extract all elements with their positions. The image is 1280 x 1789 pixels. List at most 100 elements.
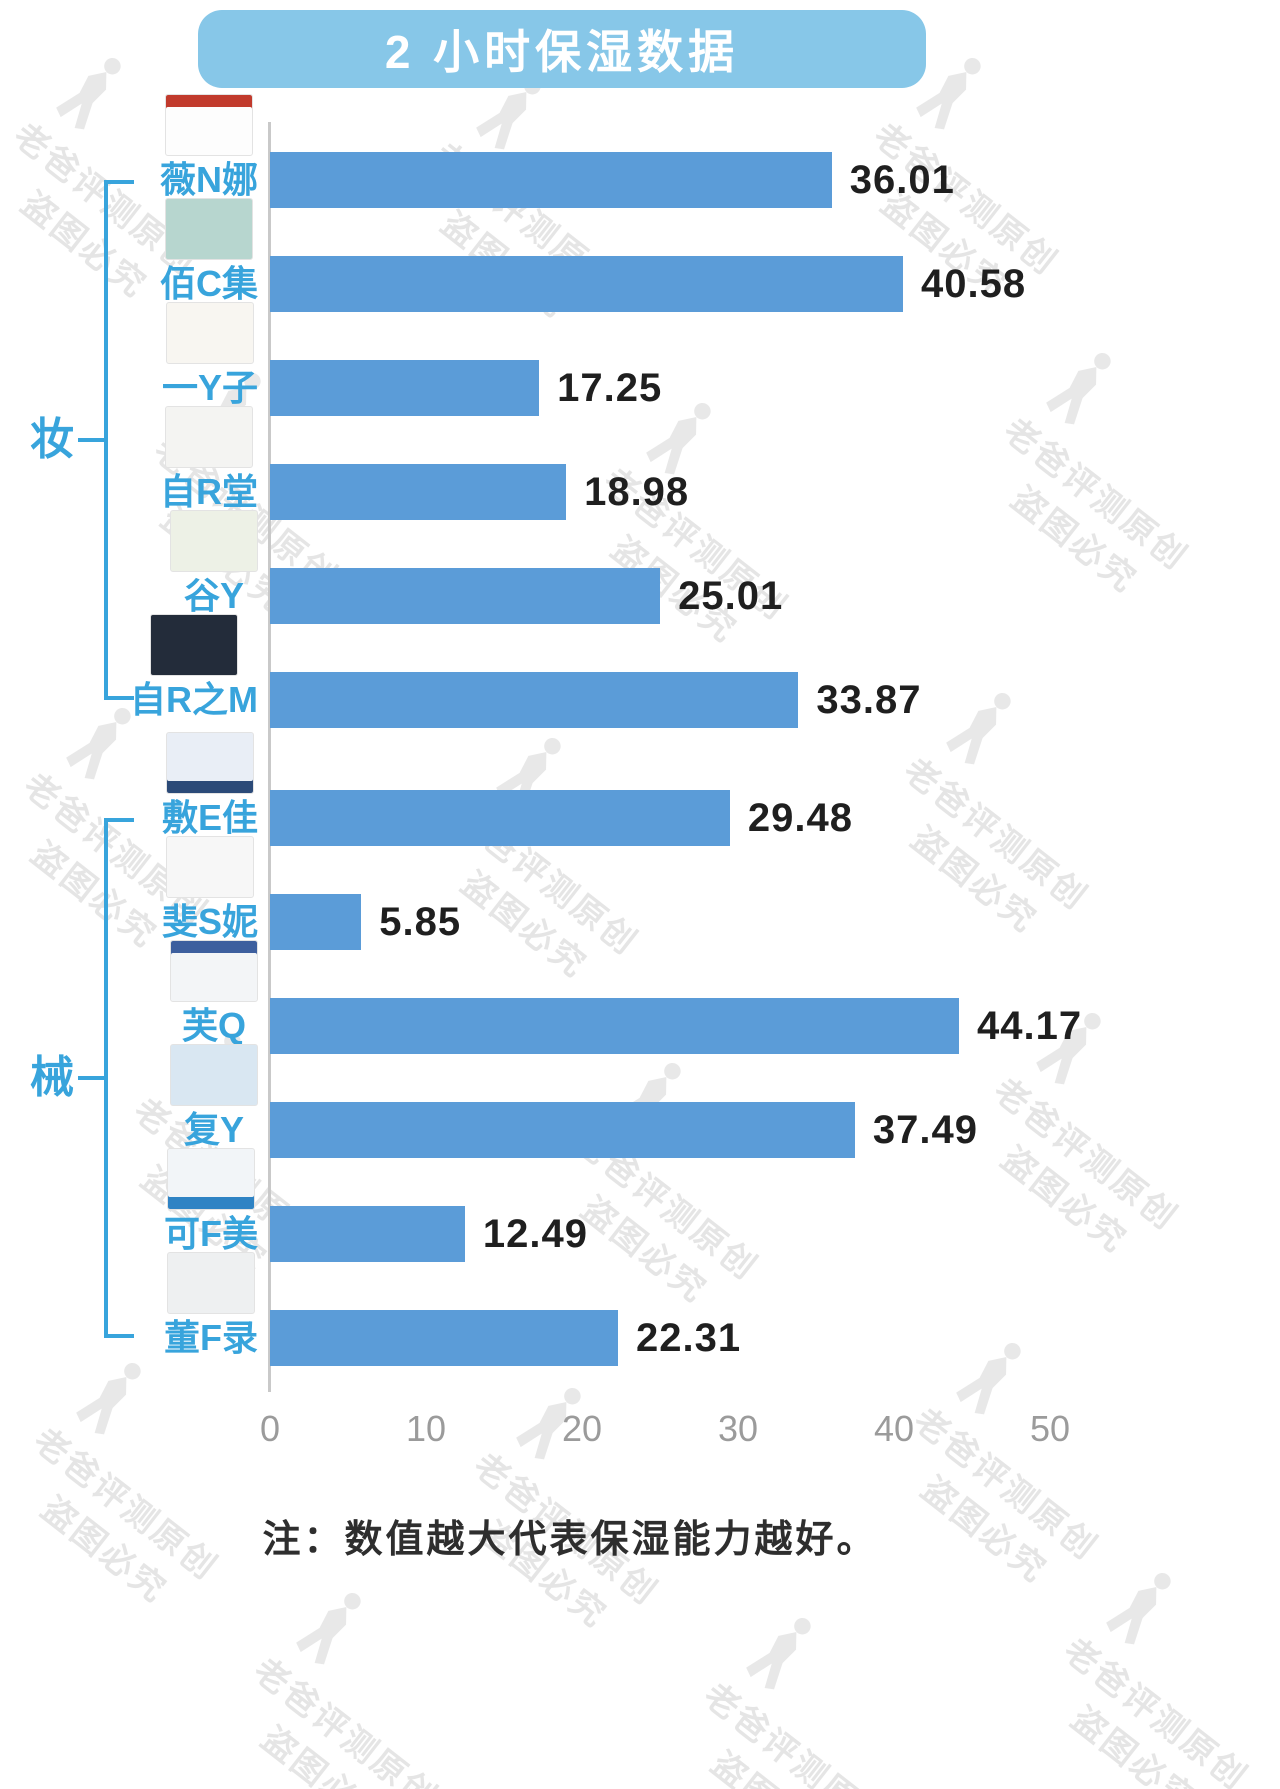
product-thumbnail xyxy=(165,197,253,260)
product-thumbnail xyxy=(165,405,253,468)
bar xyxy=(270,568,661,624)
bar xyxy=(270,256,904,312)
product-label: 佰C集 xyxy=(160,262,258,304)
content: 2 小时保湿数据 薇N娜 36.01 佰C集 40.58 xyxy=(0,10,1280,1563)
label-stack: 自R堂 xyxy=(160,405,258,513)
row-label-gutter: 一Y子 xyxy=(0,301,270,440)
bar xyxy=(270,894,362,950)
product-thumbnail xyxy=(165,93,253,156)
bar-value: 44.17 xyxy=(977,1003,1083,1048)
chart-row: 斐S妮 5.85 xyxy=(0,835,1280,974)
chart-row: 薇N娜 36.01 xyxy=(0,93,1280,232)
bar-value: 40.58 xyxy=(921,261,1027,306)
product-label: 斐S妮 xyxy=(161,900,258,942)
chart-row: 佰C集 40.58 xyxy=(0,197,1280,336)
x-tick-label: 0 xyxy=(259,1408,281,1449)
product-thumbnail xyxy=(167,1147,255,1210)
product-label: 一Y子 xyxy=(161,366,258,408)
product-thumbnail xyxy=(167,1251,255,1314)
bar-area: 29.48 xyxy=(270,766,1280,870)
person-silhouette-icon xyxy=(1106,1572,1171,1645)
watermark: 老爸评测原创 盗图必究 xyxy=(215,1572,507,1789)
watermark-line2: 盗图必究 xyxy=(254,1719,395,1789)
page-title: 2 小时保湿数据 xyxy=(384,26,740,78)
watermark-line2: 盗图必究 xyxy=(703,1737,870,1789)
product-label: 复Y xyxy=(183,1108,244,1150)
label-stack: 可F美 xyxy=(164,1147,258,1255)
bar-area: 44.17 xyxy=(270,974,1280,1078)
product-label: 自R堂 xyxy=(160,470,258,512)
row-label-gutter: 斐S妮 xyxy=(0,835,270,974)
bar xyxy=(270,1310,619,1366)
group-label: 械 xyxy=(30,1053,74,1102)
bar-value: 22.31 xyxy=(636,1315,742,1360)
x-tick-label: 30 xyxy=(717,1408,759,1449)
label-stack: 自R之M xyxy=(130,613,258,721)
person-silhouette-icon xyxy=(296,1592,361,1665)
chart-rows: 薇N娜 36.01 佰C集 40.58 一Y子 17.2 xyxy=(0,93,1280,1390)
watermark-line1: 老爸评测原创 xyxy=(1056,1631,1255,1789)
chart: 薇N娜 36.01 佰C集 40.58 一Y子 17.2 xyxy=(0,93,1280,1392)
bar-area: 22.31 xyxy=(270,1286,1280,1390)
bar-value: 37.49 xyxy=(872,1107,978,1152)
bar-value: 29.48 xyxy=(747,795,853,840)
bar-area: 17.25 xyxy=(270,336,1280,440)
group-label: 妆 xyxy=(30,415,74,464)
bar-area: 25.01 xyxy=(270,544,1280,648)
watermark: 老爸评测原创 盗图必究 xyxy=(665,1597,957,1789)
row-label-gutter: 谷Y xyxy=(0,509,270,648)
x-axis: 0 10 20 30 40 50 xyxy=(260,1390,1280,1462)
chart-row: 可F美 12.49 xyxy=(0,1147,1280,1286)
x-tick-label: 20 xyxy=(561,1408,603,1449)
product-thumbnail xyxy=(170,1043,258,1106)
bar xyxy=(270,464,567,520)
bar-value: 12.49 xyxy=(482,1211,588,1256)
bar-area: 33.87 xyxy=(270,648,1280,752)
chart-row: 谷Y 25.01 xyxy=(0,509,1280,648)
product-thumbnail xyxy=(150,613,238,676)
watermark-line1: 老爸评测原创 xyxy=(696,1676,895,1789)
label-stack: 斐S妮 xyxy=(161,835,258,943)
product-label: 可F美 xyxy=(164,1212,258,1254)
bar-area: 5.85 xyxy=(270,870,1280,974)
group-connector-line xyxy=(78,1076,104,1080)
chart-row: 自R堂 18.98 xyxy=(0,405,1280,544)
chart-row: 自R之M 33.87 xyxy=(0,613,1280,752)
product-thumbnail xyxy=(165,731,254,794)
group-bracket xyxy=(104,180,134,700)
bar-value: 36.01 xyxy=(849,157,955,202)
group-bracket xyxy=(104,818,134,1338)
watermark-line1: 老爸评测原创 xyxy=(246,1651,445,1789)
label-stack: 董F录 xyxy=(164,1251,258,1359)
label-stack: 佰C集 xyxy=(160,197,258,305)
product-thumbnail xyxy=(165,835,254,898)
label-stack: 复Y xyxy=(170,1043,258,1151)
title-banner: 2 小时保湿数据 xyxy=(198,10,926,88)
bar-area: 40.58 xyxy=(270,232,1280,336)
note-wrap: 注：数值越大代表保湿能力越好。 xyxy=(0,1508,1140,1563)
row-label-gutter: 佰C集 xyxy=(0,197,270,336)
chart-row: 董F录 22.31 xyxy=(0,1251,1280,1390)
bar xyxy=(270,152,832,208)
bar xyxy=(270,672,799,728)
bar-value: 17.25 xyxy=(557,365,663,410)
product-label: 董F录 xyxy=(164,1316,258,1358)
x-tick-label: 50 xyxy=(1029,1408,1071,1449)
bar-area: 37.49 xyxy=(270,1078,1280,1182)
product-thumbnail xyxy=(170,939,258,1002)
bar xyxy=(270,790,730,846)
row-label-gutter: 敷E佳 xyxy=(0,731,270,870)
label-stack: 谷Y xyxy=(170,509,258,617)
chart-row: 一Y子 17.25 xyxy=(0,301,1280,440)
bar-value: 25.01 xyxy=(678,573,784,618)
chart-row: 复Y 37.49 xyxy=(0,1043,1280,1182)
bar-area: 36.01 xyxy=(270,128,1280,232)
row-label-gutter: 薇N娜 xyxy=(0,93,270,232)
bar xyxy=(270,1102,855,1158)
bar-area: 12.49 xyxy=(270,1182,1280,1286)
row-label-gutter: 可F美 xyxy=(0,1147,270,1286)
bar-value: 18.98 xyxy=(584,469,690,514)
product-thumbnail xyxy=(170,509,258,572)
row-label-gutter: 自R之M xyxy=(0,613,270,752)
product-label: 芙Q xyxy=(181,1004,246,1046)
